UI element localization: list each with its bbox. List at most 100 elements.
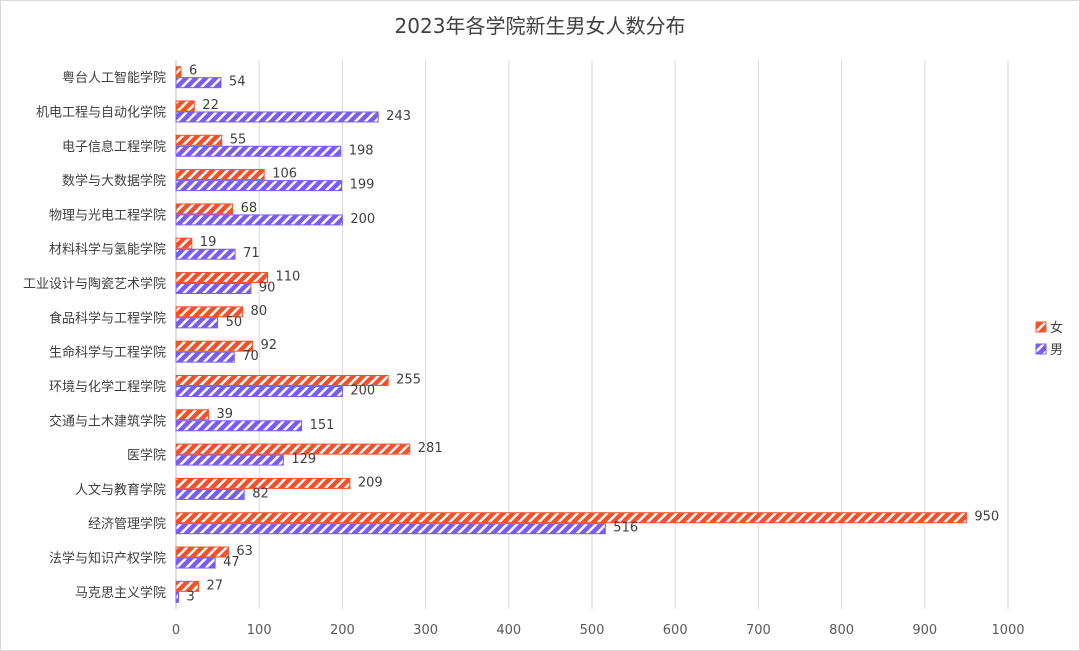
x-tick-label: 600 [663, 623, 688, 638]
bar-male [175, 557, 216, 569]
category-label: 数学与大数据学院 [62, 173, 166, 189]
data-label: 54 [229, 75, 246, 90]
bar-male [175, 591, 179, 603]
data-label: 3 [186, 589, 194, 604]
bar-female [175, 546, 229, 558]
bar-female [175, 203, 234, 215]
data-label: 47 [223, 555, 240, 570]
category-label: 经济管理学院 [88, 516, 166, 532]
data-label: 199 [350, 178, 375, 193]
bar-male [175, 180, 343, 192]
bar-male [175, 351, 235, 363]
data-label: 68 [241, 201, 258, 216]
data-label: 71 [243, 246, 260, 261]
bar-male [175, 283, 252, 295]
data-label: 198 [349, 143, 374, 158]
bar-male [175, 454, 284, 466]
data-label: 27 [206, 578, 223, 593]
bar-female [175, 306, 244, 318]
x-tick-label: 700 [746, 623, 771, 638]
bar-male [175, 77, 222, 89]
bar-female [175, 134, 223, 146]
bar-male [175, 385, 343, 397]
data-label: 200 [350, 383, 375, 398]
data-label: 281 [418, 441, 443, 456]
bar-male [175, 317, 219, 329]
x-tick-label: 200 [330, 623, 355, 638]
data-label: 80 [251, 304, 268, 319]
data-label: 200 [350, 212, 375, 227]
data-label: 50 [226, 315, 243, 330]
data-label: 110 [276, 270, 301, 285]
legend-swatch [1035, 321, 1047, 333]
bar-female [175, 340, 254, 352]
data-label: 151 [310, 418, 335, 433]
data-label: 22 [202, 98, 219, 113]
category-label: 粤台人工智能学院 [62, 70, 166, 86]
x-tick-label: 1000 [991, 623, 1024, 638]
category-label: 马克思主义学院 [75, 585, 166, 601]
bar-female [175, 169, 265, 181]
data-label: 63 [236, 544, 253, 559]
data-label: 106 [272, 167, 297, 182]
bar-female [175, 272, 269, 284]
x-tick-label: 800 [829, 623, 854, 638]
data-label: 70 [242, 349, 259, 364]
bar-male [175, 248, 236, 260]
x-axis-tick-labels: 0 100 200 300 400 500 600 700 800 900 1000 [172, 623, 1025, 638]
bar-female [175, 374, 389, 386]
category-label: 食品科学与工程学院 [49, 310, 166, 326]
data-label: 255 [396, 372, 421, 387]
data-label: 209 [358, 475, 383, 490]
data-label: 39 [216, 407, 233, 422]
legend-label: 女 [1050, 320, 1063, 336]
data-label: 82 [252, 486, 269, 501]
category-label: 工业设计与陶瓷艺术学院 [23, 276, 166, 292]
bar-male [175, 111, 379, 123]
data-label: 6 [189, 64, 197, 79]
category-label: 人文与教育学院 [75, 482, 166, 498]
bar-female [175, 580, 199, 592]
chart-title: 2023年各学院新生男女人数分布 [395, 14, 686, 38]
category-label: 电子信息工程学院 [62, 139, 166, 155]
bars [175, 66, 967, 603]
data-label: 90 [259, 281, 276, 296]
data-label: 92 [261, 338, 278, 353]
x-tick-label: 0 [172, 623, 180, 638]
category-label: 医学院 [127, 448, 166, 464]
bar-female [175, 443, 411, 455]
data-label: 55 [230, 132, 247, 147]
x-tick-label: 100 [247, 623, 272, 638]
category-label: 生命科学与工程学院 [49, 345, 166, 361]
data-label: 129 [291, 452, 316, 467]
bar-male [175, 145, 342, 157]
category-labels: 粤台人工智能学院机电工程与自动化学院电子信息工程学院数学与大数据学院物理与光电工… [23, 70, 166, 601]
x-tick-label: 400 [496, 623, 521, 638]
legend-label: 男 [1050, 343, 1063, 358]
category-label: 交通与土木建筑学院 [49, 413, 166, 429]
x-tick-label: 300 [413, 623, 438, 638]
bar-male [175, 420, 303, 432]
data-label: 516 [613, 521, 638, 536]
data-label: 950 [974, 510, 999, 525]
bar-female [175, 100, 195, 112]
category-label: 法学与知识产权学院 [49, 551, 166, 567]
bar-male [175, 214, 343, 226]
bar-female [175, 237, 193, 249]
bar-female [175, 477, 351, 489]
x-tick-label: 900 [912, 623, 937, 638]
x-tick-label: 500 [580, 623, 605, 638]
category-label: 物理与光电工程学院 [49, 207, 166, 223]
category-label: 材料科学与氢能学院 [49, 242, 166, 258]
bar-male [175, 488, 245, 500]
bar-female [175, 66, 182, 78]
legend-swatch [1035, 343, 1047, 355]
bar-female [175, 512, 967, 524]
category-label: 环境与化学工程学院 [49, 379, 166, 395]
bar-female [175, 409, 209, 421]
data-label: 19 [200, 235, 217, 250]
legend: 女男 [1035, 320, 1063, 358]
category-label: 机电工程与自动化学院 [36, 104, 166, 120]
